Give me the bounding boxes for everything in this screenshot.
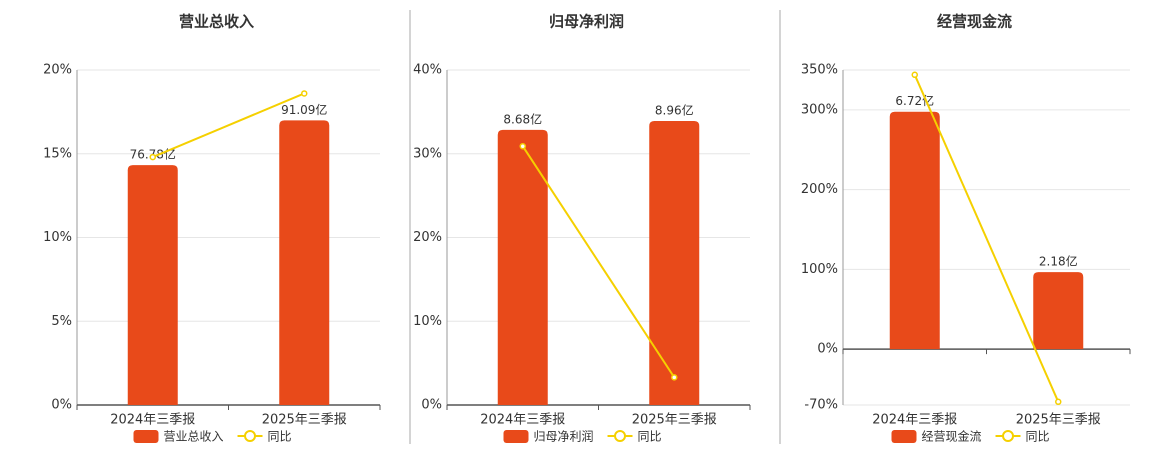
bar: [497, 129, 548, 405]
value-label: 91.09亿: [281, 102, 327, 117]
bar: [127, 165, 178, 405]
line-marker: [519, 142, 526, 150]
y-tick-label: 0%: [421, 398, 442, 413]
legend-label: 经营现金流: [922, 429, 982, 444]
line: [913, 74, 1060, 403]
line-marker: [1055, 398, 1062, 406]
line-marker: [149, 153, 156, 161]
legend-label: 归母净利润: [534, 430, 594, 444]
legend-swatch: [891, 430, 917, 443]
legend-swatch: [614, 430, 627, 442]
legend-swatch: [244, 430, 257, 442]
line: [521, 145, 676, 378]
y-tick-label: 20%: [43, 63, 72, 78]
bar: [649, 121, 700, 405]
line-marker: [911, 71, 918, 79]
bar: [1033, 272, 1084, 350]
y-tick-label: 350%: [801, 63, 838, 78]
legend-label: 营业总收入: [164, 430, 224, 444]
legend-swatch: [133, 430, 159, 443]
y-tick-label: 30%: [413, 146, 442, 161]
y-tick-label: 15%: [43, 146, 72, 161]
chart-title: 经营现金流: [937, 13, 1012, 31]
chart-title: 归母净利润: [549, 13, 624, 31]
y-tick-label: 100%: [801, 262, 838, 277]
legend-label: 同比: [638, 430, 662, 444]
x-tick-label: 2025年三季报: [1016, 413, 1101, 428]
x-tick-label: 2024年三季报: [872, 413, 957, 428]
y-tick-label: 10%: [43, 230, 72, 245]
y-tick-label: 300%: [801, 102, 838, 117]
y-tick-label: 5%: [51, 314, 72, 329]
y-tick-label: -70%: [804, 398, 838, 413]
value-label: 2.18亿: [1039, 254, 1078, 269]
y-tick-label: 20%: [413, 230, 442, 245]
y-tick-label: 200%: [801, 182, 838, 197]
line-marker: [671, 374, 678, 381]
x-tick-label: 2025年三季报: [262, 413, 347, 428]
legend-swatch: [1002, 430, 1015, 442]
chart-title: 营业总收入: [179, 13, 254, 31]
legend-label: 同比: [1026, 430, 1050, 444]
y-tick-label: 0%: [817, 342, 838, 357]
value-label: 8.96亿: [655, 103, 694, 118]
line: [152, 92, 305, 159]
bar: [279, 120, 330, 405]
line-marker: [301, 90, 308, 97]
x-tick-label: 2024年三季报: [110, 413, 195, 428]
x-tick-label: 2024年三季报: [480, 413, 565, 428]
y-tick-label: 10%: [413, 314, 442, 329]
legend-label: 同比: [268, 430, 292, 444]
y-tick-label: 0%: [51, 398, 72, 413]
value-label: 8.68亿: [503, 111, 542, 126]
x-tick-label: 2025年三季报: [632, 413, 717, 428]
bar: [889, 111, 940, 350]
y-tick-label: 40%: [413, 63, 442, 78]
legend-swatch: [503, 430, 529, 443]
